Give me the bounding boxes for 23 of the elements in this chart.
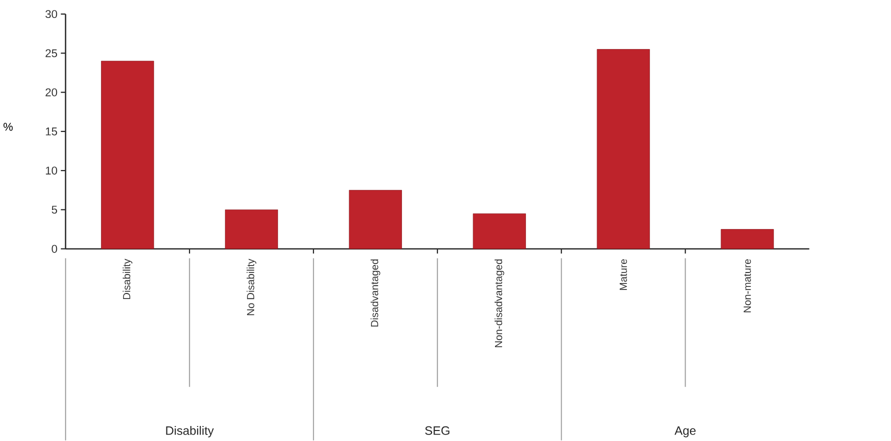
y-axis-title: % xyxy=(4,122,13,131)
x-tick-label: Non-mature xyxy=(744,259,751,312)
x-tick-label: Disability xyxy=(122,258,132,300)
text: SEG xyxy=(425,426,450,435)
text: Age xyxy=(674,426,696,438)
x-tick-label: Non-disadvantaged xyxy=(494,259,504,348)
bar xyxy=(101,60,154,250)
y-tick-label: 5 xyxy=(52,206,58,214)
x-tick-label: Disadvantaged xyxy=(370,259,380,327)
bar xyxy=(472,213,526,250)
bar xyxy=(720,229,774,250)
x-tick-label: No Disability xyxy=(246,258,256,316)
text: Disability xyxy=(166,426,214,438)
bar xyxy=(225,210,278,250)
bar xyxy=(596,49,650,250)
y-tick-label: 15 xyxy=(46,128,58,136)
bar xyxy=(348,190,402,250)
y-tick-label: 20 xyxy=(46,88,58,96)
y-tick-label: 30 xyxy=(45,10,58,18)
y-tick-label: 10 xyxy=(46,166,58,175)
x-tick-label: Mature xyxy=(620,259,627,290)
y-tick-label: 25 xyxy=(46,49,58,58)
y-tick-label: 0 xyxy=(52,244,58,253)
